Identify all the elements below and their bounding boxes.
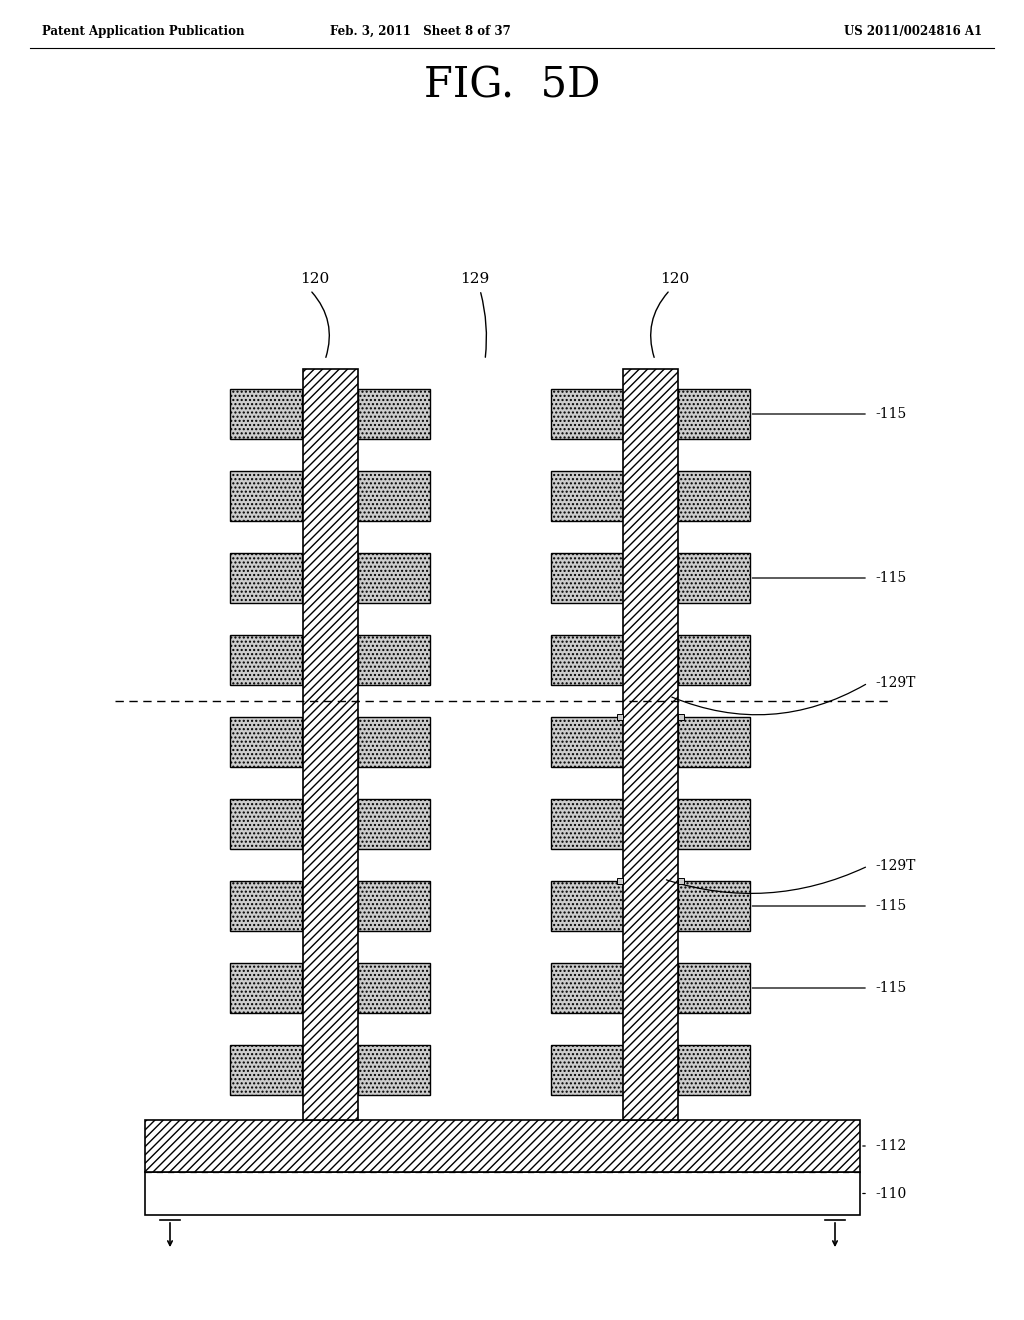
Bar <box>551 471 623 521</box>
Bar <box>357 1045 429 1096</box>
Text: -110: -110 <box>874 1187 906 1200</box>
Bar <box>230 880 302 931</box>
Bar <box>623 370 678 1119</box>
Bar <box>145 1119 860 1172</box>
Bar <box>551 635 623 685</box>
Bar <box>678 717 750 767</box>
Bar <box>357 880 429 931</box>
Bar <box>551 553 623 603</box>
Bar <box>678 878 683 884</box>
Bar <box>551 389 623 440</box>
Bar <box>616 714 623 719</box>
Text: FIG.  5D: FIG. 5D <box>424 65 600 107</box>
Bar <box>230 471 302 521</box>
Bar <box>678 964 750 1012</box>
Text: -129T: -129T <box>874 859 915 873</box>
Bar <box>145 1172 860 1214</box>
Bar <box>678 389 750 440</box>
Bar <box>678 471 750 521</box>
Bar <box>230 1045 302 1096</box>
Text: 120: 120 <box>300 272 330 286</box>
Bar <box>678 880 750 931</box>
Text: 120: 120 <box>660 272 689 286</box>
Bar <box>357 471 429 521</box>
Bar <box>357 635 429 685</box>
Bar <box>357 799 429 849</box>
Bar <box>551 717 623 767</box>
Bar <box>357 964 429 1012</box>
Text: Patent Application Publication: Patent Application Publication <box>42 25 245 38</box>
Bar <box>357 553 429 603</box>
Text: -115: -115 <box>874 572 906 585</box>
Bar <box>551 880 623 931</box>
Bar <box>678 1045 750 1096</box>
Bar <box>551 964 623 1012</box>
Bar <box>678 553 750 603</box>
Bar <box>551 1045 623 1096</box>
Bar <box>230 553 302 603</box>
Text: Feb. 3, 2011   Sheet 8 of 37: Feb. 3, 2011 Sheet 8 of 37 <box>330 25 510 38</box>
Bar <box>230 635 302 685</box>
Text: -129T: -129T <box>874 676 915 690</box>
Text: -115: -115 <box>874 899 906 913</box>
Bar <box>678 714 683 719</box>
Bar <box>230 717 302 767</box>
Text: -112: -112 <box>874 1139 906 1152</box>
Text: -115: -115 <box>874 981 906 995</box>
Bar <box>551 799 623 849</box>
Bar <box>230 799 302 849</box>
Text: 129: 129 <box>461 272 489 286</box>
Bar <box>302 370 357 1119</box>
Text: -115: -115 <box>874 407 906 421</box>
Bar <box>357 389 429 440</box>
Bar <box>616 878 623 884</box>
Bar <box>230 964 302 1012</box>
Bar <box>230 389 302 440</box>
Bar <box>678 635 750 685</box>
Text: US 2011/0024816 A1: US 2011/0024816 A1 <box>844 25 982 38</box>
Bar <box>678 799 750 849</box>
Bar <box>357 717 429 767</box>
